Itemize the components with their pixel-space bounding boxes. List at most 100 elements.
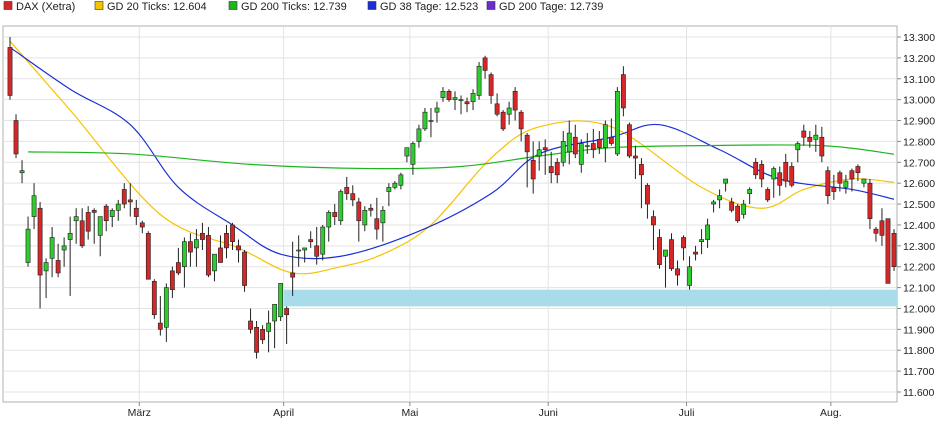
candle-down <box>753 161 759 176</box>
candle-down <box>867 182 873 219</box>
candle-down <box>530 159 536 180</box>
candle-up <box>566 132 572 153</box>
candle-down <box>554 161 560 176</box>
legend-swatch <box>94 1 104 10</box>
candle-down <box>218 247 223 263</box>
candle-down <box>789 166 795 186</box>
x-tick-label: Juni <box>539 407 558 419</box>
legend-label: DAX (Xetra) <box>16 1 75 13</box>
y-tick-label: 11.900 <box>903 324 934 336</box>
candle-up <box>392 182 398 188</box>
candle-down <box>885 218 891 284</box>
candle-up <box>771 168 777 180</box>
candle-down <box>55 260 61 274</box>
support-zone-band <box>283 289 898 307</box>
candle-down <box>308 239 314 242</box>
candle-up <box>97 216 103 236</box>
y-tick-label: 13.000 <box>903 95 935 107</box>
candle-up <box>49 237 55 259</box>
candle-up <box>43 262 49 272</box>
gd200-ticks-line <box>28 144 895 170</box>
candle-up <box>410 143 416 165</box>
candle-up <box>458 99 464 101</box>
candle-up <box>476 65 482 96</box>
x-tick-label: März <box>128 407 151 419</box>
candle-up <box>296 249 302 252</box>
candle-down <box>151 281 157 316</box>
candle-down <box>500 111 506 130</box>
candle-down <box>783 161 789 182</box>
y-tick-label: 12.300 <box>903 241 935 253</box>
candle-down <box>735 205 741 222</box>
candle-down <box>139 222 145 228</box>
candle-up <box>663 249 668 257</box>
candle-down <box>260 329 265 341</box>
candle-down <box>837 172 843 184</box>
candle-down <box>121 189 127 205</box>
candle-up <box>19 170 25 174</box>
candle-up <box>416 128 422 142</box>
candle-down <box>224 232 229 249</box>
candle-down <box>7 47 13 96</box>
y-tick-label: 13.200 <box>903 53 935 65</box>
candle-up <box>795 143 801 151</box>
candle-down <box>254 326 259 353</box>
candle-down <box>807 136 813 142</box>
candle-down <box>356 201 362 222</box>
plot-frame <box>2 25 898 403</box>
candle-up <box>212 253 217 272</box>
candle-down <box>91 210 97 213</box>
legend-swatch <box>367 1 377 10</box>
candle-down <box>494 103 500 115</box>
y-tick-label: 11.800 <box>903 345 934 357</box>
candle-down <box>572 136 578 155</box>
candle-down <box>729 201 735 211</box>
candle-down <box>590 143 596 151</box>
candle-down <box>626 124 632 157</box>
candle-up <box>747 189 753 194</box>
candle-down <box>777 172 783 186</box>
candle-up <box>181 241 187 268</box>
candle-up <box>338 191 344 222</box>
candle-up <box>115 203 121 211</box>
candle-down <box>169 270 175 290</box>
candle-down <box>290 272 296 278</box>
candle-up <box>843 180 849 188</box>
candle-up <box>705 224 710 240</box>
candle-up <box>578 143 584 165</box>
chart-legend: DAX (Xetra) GD 20 Ticks: 12.604 GD 200 Tic… <box>3 1 603 13</box>
candle-down <box>693 251 698 255</box>
candle-up <box>614 90 620 155</box>
y-tick-label: 12.000 <box>903 303 935 315</box>
candle-down <box>548 166 554 174</box>
y-tick-label: 12.700 <box>903 157 935 169</box>
y-tick-label: 12.500 <box>903 199 935 211</box>
candle-down <box>332 212 338 217</box>
gd20-ticks-line <box>9 40 895 275</box>
x-tick-label: April <box>273 407 294 419</box>
candle-down <box>645 184 650 205</box>
candle-up <box>699 239 704 242</box>
y-tick-label: 12.600 <box>903 178 935 190</box>
candle-down <box>284 308 290 316</box>
candle-up <box>506 107 512 115</box>
candle-down <box>242 251 247 286</box>
candle-down <box>873 228 879 234</box>
candle-down <box>825 170 831 197</box>
legend-swatch <box>486 1 496 10</box>
candle-up <box>470 93 476 103</box>
candle-up <box>380 210 386 224</box>
candle-down <box>103 205 109 222</box>
x-axis-labels: März April Mai Juni Juli Aug. <box>128 402 842 419</box>
y-tick-label: 13.100 <box>903 74 935 86</box>
candle-down <box>891 232 897 268</box>
y-tick-label: 12.900 <box>903 116 935 128</box>
candle-up <box>266 322 271 332</box>
candle-up <box>163 287 169 328</box>
candle-up <box>73 216 79 222</box>
candle-down <box>314 245 320 257</box>
candle-down <box>639 164 644 176</box>
x-tick-label: Juli <box>679 407 695 419</box>
candle-down <box>657 237 662 265</box>
